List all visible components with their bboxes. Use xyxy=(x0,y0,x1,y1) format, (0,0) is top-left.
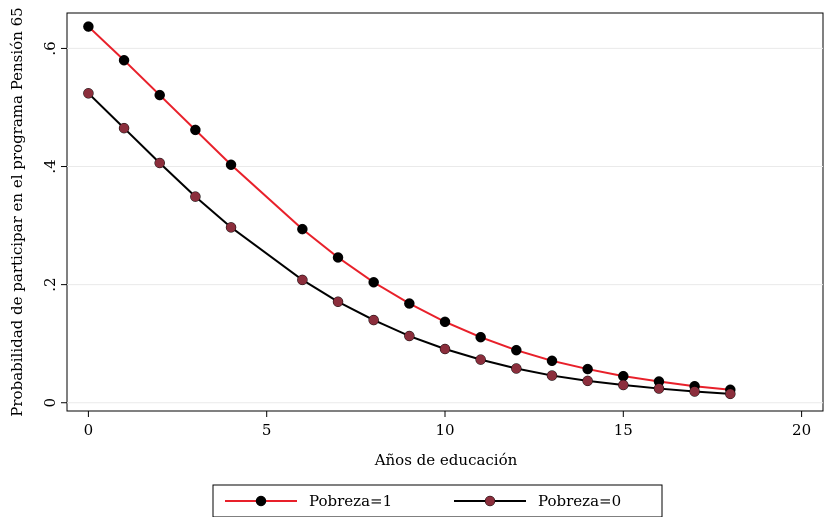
grid-lines xyxy=(67,47,823,404)
data-point xyxy=(618,379,629,391)
data-point xyxy=(475,331,486,343)
data-point xyxy=(439,343,451,355)
data-point xyxy=(618,370,629,382)
data-point xyxy=(154,157,165,169)
data-point xyxy=(511,363,522,374)
series-line xyxy=(87,92,731,395)
data-point xyxy=(546,355,558,367)
x-axis-title: Años de educación xyxy=(374,451,518,469)
data-point xyxy=(404,330,415,342)
x-tick-label: 10 xyxy=(435,421,454,439)
data-point xyxy=(546,370,558,381)
y-tick-label: .4 xyxy=(41,159,59,173)
data-point xyxy=(475,354,486,365)
legend-box xyxy=(212,484,663,518)
data-point xyxy=(582,363,593,375)
data-point xyxy=(297,274,308,286)
legend: Pobreza=1 Pobreza=0 xyxy=(212,484,663,518)
series xyxy=(83,21,736,400)
x-tick-label: 0 xyxy=(84,421,94,439)
x-tick-label: 15 xyxy=(614,421,633,439)
data-point xyxy=(332,252,344,263)
data-point xyxy=(118,54,130,66)
data-point xyxy=(83,21,94,32)
data-point xyxy=(439,316,451,328)
y-tick-label: 0 xyxy=(41,398,59,408)
legend-label: Pobreza=1 xyxy=(309,492,392,510)
data-point xyxy=(83,88,94,99)
series-2 xyxy=(83,88,736,400)
legend-label: Pobreza=0 xyxy=(538,492,621,510)
data-point xyxy=(653,383,665,394)
series-1 xyxy=(83,21,736,395)
data-point xyxy=(154,89,165,101)
series-line xyxy=(87,25,731,391)
y-tick-label: .2 xyxy=(41,277,59,291)
data-point xyxy=(404,298,415,309)
legend-entry-1: Pobreza=1 xyxy=(225,492,392,510)
data-point xyxy=(368,277,379,288)
legend-marker xyxy=(255,495,267,507)
y-tick-label: .6 xyxy=(41,41,59,55)
x-tick-label: 5 xyxy=(262,421,272,439)
data-point xyxy=(190,124,201,136)
data-point xyxy=(368,314,379,326)
legend-marker xyxy=(484,495,496,507)
data-point xyxy=(297,223,308,235)
data-point xyxy=(190,191,201,202)
data-point xyxy=(118,122,130,134)
data-point xyxy=(689,386,700,397)
data-point xyxy=(225,222,237,233)
data-point xyxy=(582,375,593,387)
data-point xyxy=(332,296,344,308)
data-point xyxy=(725,388,736,400)
legend-entry-2: Pobreza=0 xyxy=(454,492,621,510)
x-tick-label: 20 xyxy=(792,421,811,439)
y-axis-title: Probabilidad de participar en el program… xyxy=(8,7,26,416)
axes: 0 .2 .4 .6 0 5 10 15 20 xyxy=(41,41,811,439)
data-point xyxy=(225,159,237,171)
data-point xyxy=(511,344,522,356)
